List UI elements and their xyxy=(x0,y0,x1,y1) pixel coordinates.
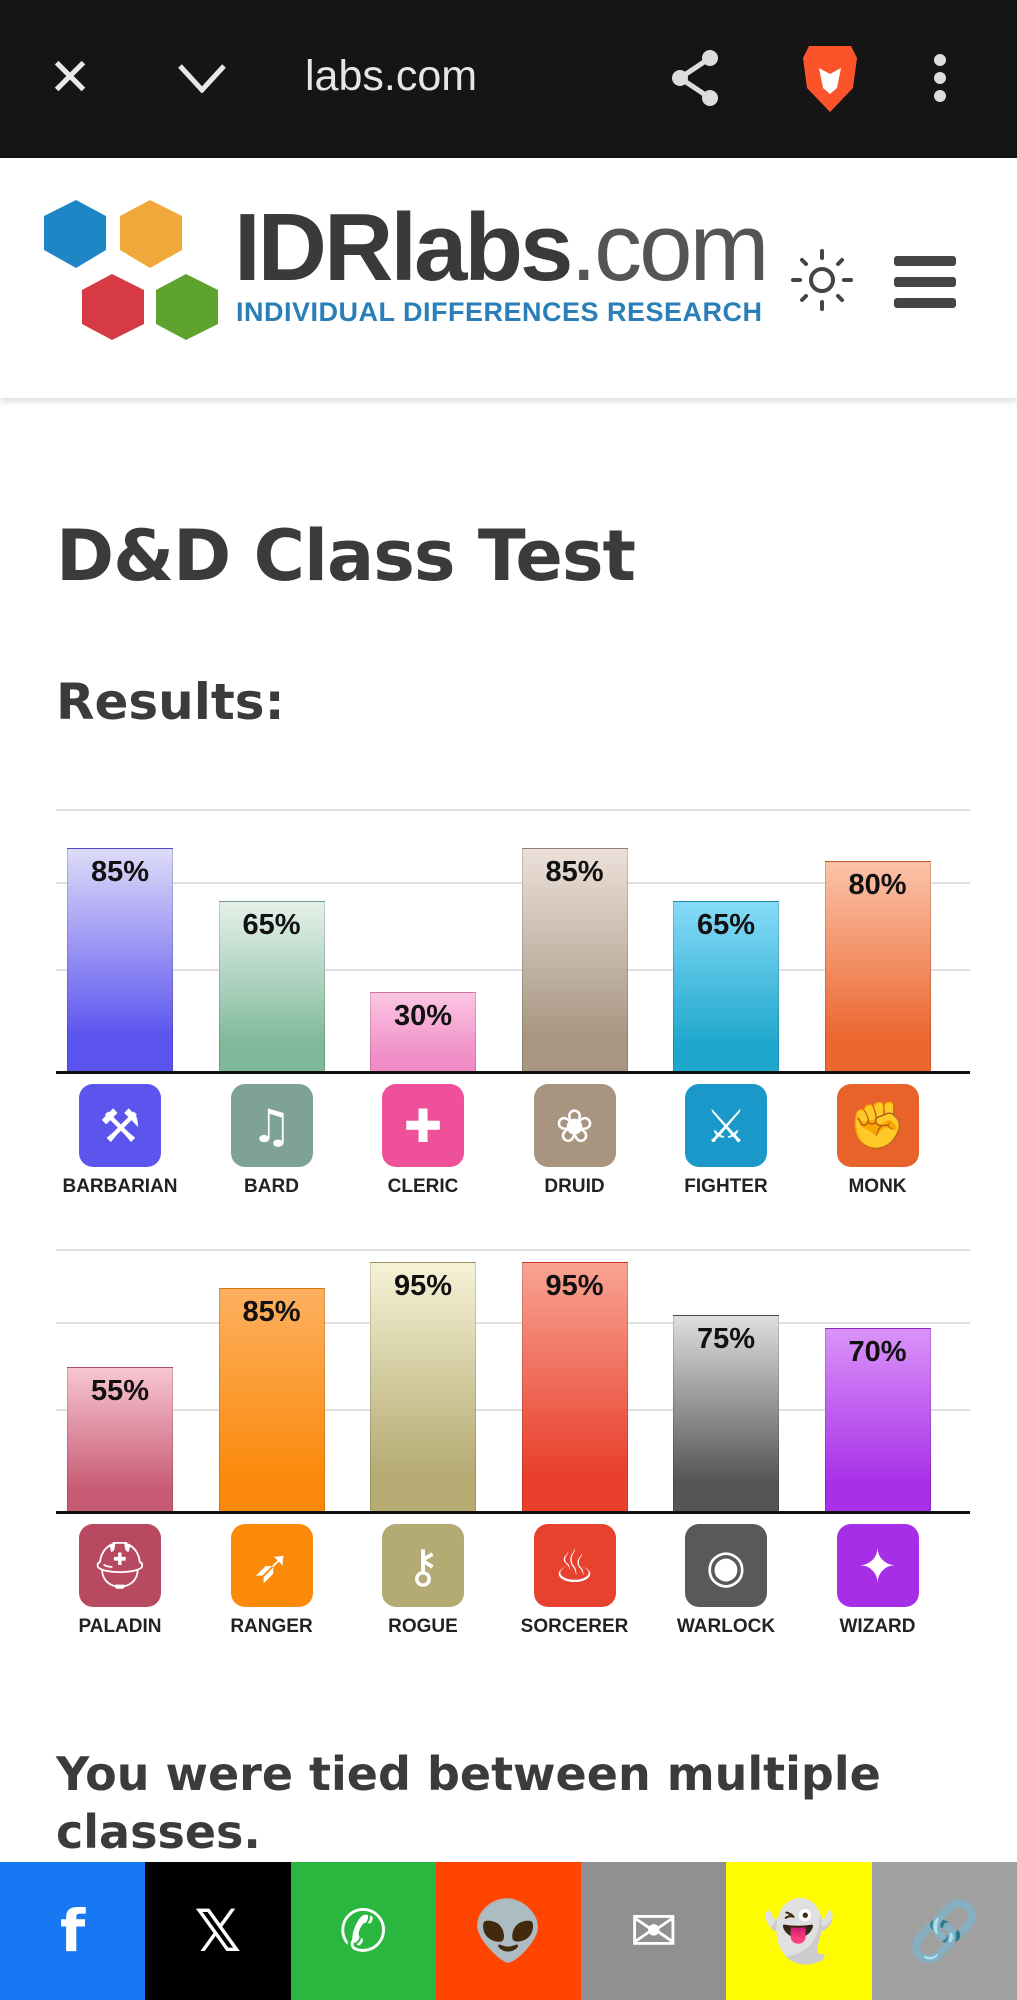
gridline xyxy=(56,1249,970,1251)
share-copy-link-button[interactable]: 🔗 xyxy=(871,1862,1017,2000)
gridline xyxy=(56,809,970,811)
bar-cleric xyxy=(370,992,476,1071)
bar-sorcerer xyxy=(521,1262,628,1511)
bar-barbarian xyxy=(67,848,173,1071)
category-label: DRUID xyxy=(544,1176,605,1197)
results-heading: Results: xyxy=(56,673,285,731)
fist-icon: ✊ xyxy=(836,1084,919,1167)
bar-paladin xyxy=(67,1366,173,1511)
value-label: 55% xyxy=(90,1374,150,1407)
share-email-button[interactable]: ✉ xyxy=(581,1862,727,2000)
value-label: 30% xyxy=(393,1000,453,1033)
page-title: D&D Class Test xyxy=(56,515,636,597)
logo-text[interactable]: IDRlabs.com xyxy=(234,194,769,301)
category-label: RANGER xyxy=(230,1616,313,1637)
share-facebook-button[interactable]: f xyxy=(0,1862,146,2000)
category-label: WARLOCK xyxy=(676,1616,776,1637)
value-label: 75% xyxy=(696,1322,756,1355)
share-icon[interactable] xyxy=(665,48,725,108)
more-vert-icon[interactable] xyxy=(920,48,960,108)
gridline xyxy=(56,1408,970,1411)
paw-icon: ❀ xyxy=(533,1084,616,1167)
holy-cross-icon: ✚ xyxy=(382,1084,464,1167)
value-label: 70% xyxy=(848,1335,907,1368)
bar-warlock xyxy=(673,1314,779,1511)
bow-icon: ➶ xyxy=(230,1524,313,1607)
flame-icon: ♨ xyxy=(533,1524,616,1607)
category-label: FIGHTER xyxy=(684,1176,768,1197)
value-label: 85% xyxy=(90,856,150,889)
bar-druid xyxy=(521,848,628,1071)
bar-monk xyxy=(824,861,931,1071)
tied-heading: You were tied between multiple classes. xyxy=(56,1747,881,1859)
value-label: 85% xyxy=(242,1296,301,1329)
bar-rogue xyxy=(370,1262,476,1511)
helmet-icon: ⛑ xyxy=(79,1524,161,1607)
url-field[interactable]: labs.com xyxy=(305,52,478,100)
hamburger-menu-icon[interactable] xyxy=(894,254,956,314)
logo-hexagons-icon[interactable] xyxy=(40,198,225,347)
gridline xyxy=(56,882,970,885)
results-chart-1: 85% ⚒ BARBARIAN 65% ♫ BARD 30% ✚ CLERIC 85% ❀ DRUID… xyxy=(0,800,1017,1240)
value-label: 80% xyxy=(848,869,907,902)
results-chart-2: 55% ⛑ PALADIN 85% ➶ RANGER 95% ⚷ ROGUE 95% ♨ SORCER… xyxy=(0,1240,1017,1680)
site-header: IDRlabs.com INDIVIDUAL DIFFERENCES RESEA… xyxy=(0,158,1017,398)
category-label: BARD xyxy=(244,1176,299,1197)
gridline xyxy=(56,1322,970,1325)
logo-tagline: INDIVIDUAL DIFFERENCES RESEARCH xyxy=(236,297,763,327)
eye-icon: ◉ xyxy=(685,1524,767,1607)
value-label: 95% xyxy=(545,1270,604,1303)
spellbook-icon: ✦ xyxy=(836,1524,919,1607)
share-snapchat-button[interactable]: 👻 xyxy=(726,1862,872,2000)
category-label: BARBARIAN xyxy=(62,1176,178,1197)
bar-wizard xyxy=(824,1327,931,1511)
share-x-button[interactable]: 𝕏 xyxy=(145,1862,291,2000)
value-label: 85% xyxy=(545,856,604,889)
double-axe-icon: ⚒ xyxy=(79,1084,161,1167)
share-reddit-button[interactable]: 👽 xyxy=(435,1862,582,2000)
value-label: 65% xyxy=(696,908,756,941)
share-whatsapp-button[interactable]: ✆ xyxy=(290,1862,436,2000)
category-label: MONK xyxy=(848,1176,907,1197)
bar-fighter xyxy=(673,900,779,1071)
bar-ranger xyxy=(218,1288,325,1511)
value-label: 95% xyxy=(393,1270,453,1303)
bar-bard xyxy=(218,900,325,1071)
category-label: WIZARD xyxy=(839,1616,916,1637)
close-icon[interactable]: ✕ xyxy=(48,48,92,108)
gridline xyxy=(56,968,970,971)
baseline xyxy=(56,1071,970,1074)
key-dagger-icon: ⚷ xyxy=(382,1524,464,1607)
share-bar: f 𝕏 ✆ 👽 ✉ 👻 🔗 xyxy=(0,1862,1017,2000)
category-label: ROGUE xyxy=(388,1616,458,1637)
lyre-icon: ♫ xyxy=(230,1084,313,1167)
chevron-down-icon[interactable] xyxy=(172,48,232,108)
brave-lion-icon[interactable] xyxy=(800,46,860,112)
sun-icon[interactable] xyxy=(790,248,854,316)
crossed-swords-icon: ⚔ xyxy=(685,1084,767,1167)
category-label: PALADIN xyxy=(78,1616,162,1637)
category-label: CLERIC xyxy=(387,1176,459,1197)
browser-toolbar: ✕ labs.com xyxy=(0,0,1017,158)
category-label: SORCERER xyxy=(520,1616,629,1637)
value-label: 65% xyxy=(242,908,301,941)
baseline xyxy=(56,1511,970,1514)
